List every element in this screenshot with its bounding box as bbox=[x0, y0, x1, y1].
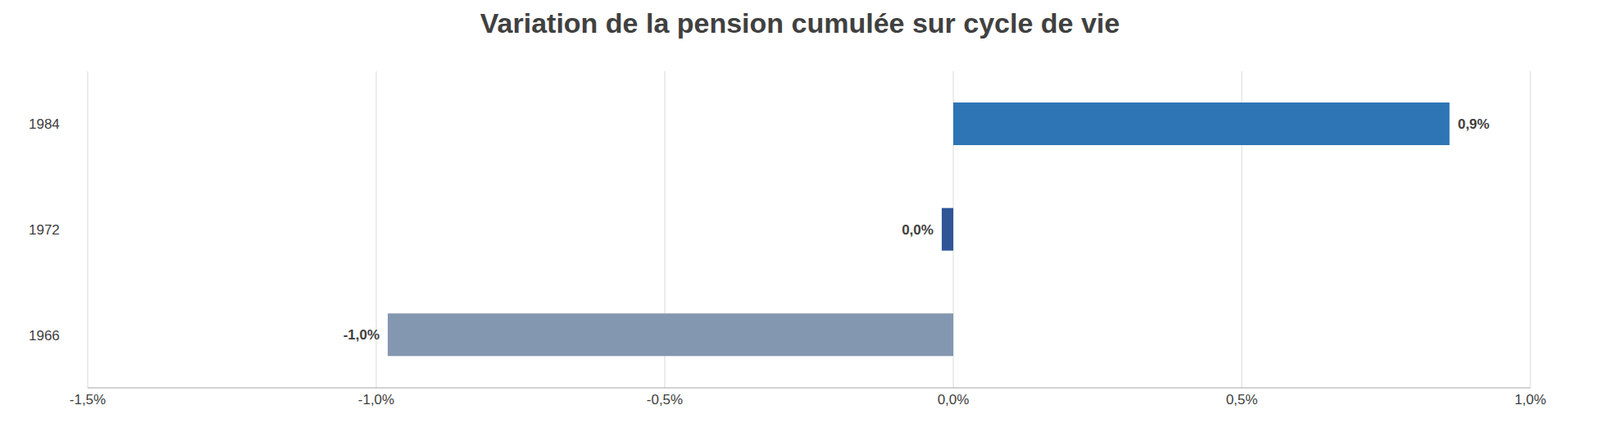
svg-text:0,5%: 0,5% bbox=[1226, 391, 1259, 408]
svg-text:-1,5%: -1,5% bbox=[69, 391, 106, 408]
html-text:Variation de la pension cumulé: Variation de la pension cumulée sur cycl… bbox=[480, 7, 1120, 39]
svg-text:1,0%: 1,0% bbox=[1514, 391, 1547, 408]
svg-text:0,9%: 0,9% bbox=[1457, 116, 1490, 132]
svg-text:-0,5%: -0,5% bbox=[646, 391, 683, 408]
svg-text:-1,0%: -1,0% bbox=[343, 327, 380, 343]
svg-text:1972: 1972 bbox=[28, 222, 60, 238]
svg-text:0,0%: 0,0% bbox=[901, 222, 934, 238]
svg-text:0,0%: 0,0% bbox=[937, 391, 970, 408]
svg-text:1984: 1984 bbox=[28, 116, 60, 132]
svg-text:1966: 1966 bbox=[28, 327, 60, 344]
svg-text:-1,0%: -1,0% bbox=[358, 391, 395, 408]
